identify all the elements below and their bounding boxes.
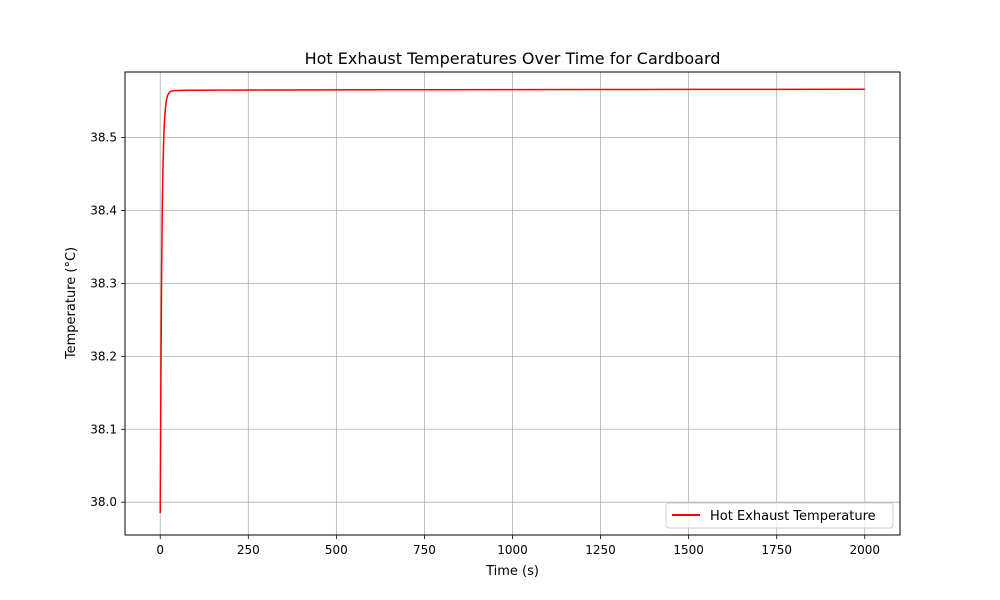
legend: Hot Exhaust Temperature <box>665 502 894 529</box>
legend-box <box>665 502 894 529</box>
y-axis-label: Temperature (°C) <box>64 247 79 360</box>
x-axis-label: Time (s) <box>485 564 539 579</box>
x-tick-label: 1500 <box>673 543 704 557</box>
x-axis-ticks: 0 250 500 750 1000 1250 1500 1750 2000 <box>156 535 880 557</box>
y-tick-label: 38.4 <box>90 204 117 218</box>
x-tick-label: 500 <box>325 543 348 557</box>
y-tick-label: 38.1 <box>90 422 117 436</box>
chart-title: Hot Exhaust Temperatures Over Time for C… <box>305 49 721 68</box>
series-line <box>159 88 865 514</box>
x-tick-label: 0 <box>156 543 164 557</box>
x-tick-label: 2000 <box>849 543 880 557</box>
legend-label: Hot Exhaust Temperature <box>710 509 876 524</box>
x-tick-label: 1000 <box>497 543 528 557</box>
y-tick-label: 38.3 <box>90 276 117 290</box>
grid <box>125 72 900 535</box>
series-layer <box>159 88 865 514</box>
y-tick-label: 38.2 <box>90 349 117 363</box>
x-tick-label: 1250 <box>585 543 616 557</box>
x-tick-label: 250 <box>237 543 260 557</box>
x-tick-label: 1750 <box>761 543 792 557</box>
y-tick-label: 38.5 <box>90 131 117 145</box>
x-tick-label: 750 <box>413 543 436 557</box>
y-tick-label: 38.0 <box>90 495 117 509</box>
y-axis-ticks: 38.0 38.1 38.2 38.3 38.4 38.5 <box>90 131 125 509</box>
